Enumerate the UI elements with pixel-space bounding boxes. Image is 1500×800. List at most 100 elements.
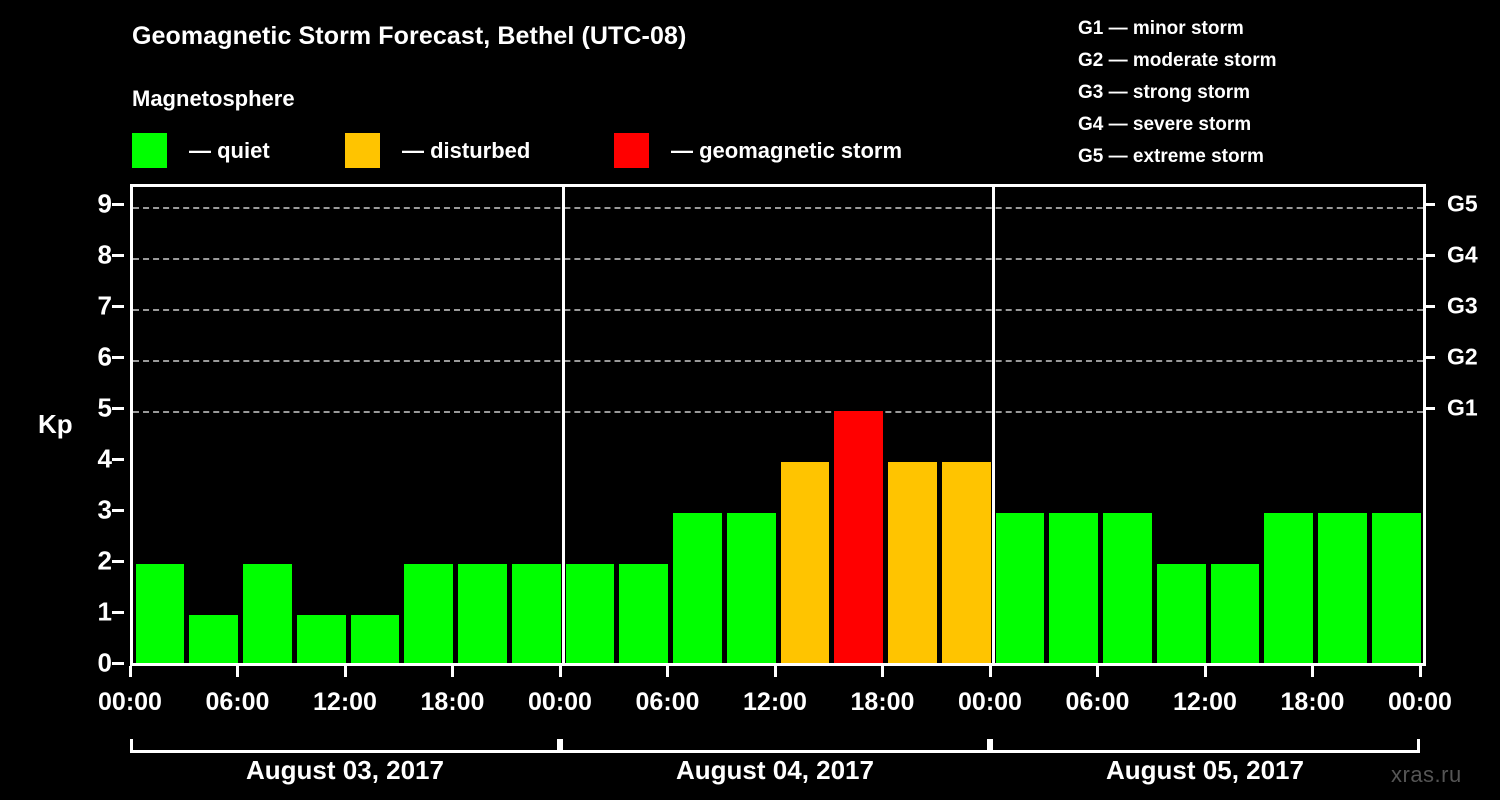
bar-kp-8 <box>565 564 615 666</box>
gridline-kp-9 <box>133 207 1423 210</box>
x-tick-mark-1 <box>236 666 239 677</box>
legend-item-label: — disturbed <box>402 138 531 163</box>
legend-item-0: — quiet <box>132 132 270 168</box>
right-tick-mark-g4 <box>1423 254 1435 258</box>
magnetosphere-label: Magnetosphere <box>132 86 295 111</box>
red-square-swatch <box>614 132 649 168</box>
right-tick-mark-g5 <box>1423 203 1435 207</box>
right-axis-label-g4: G4 <box>1447 241 1478 268</box>
right-tick-mark-g2 <box>1423 356 1435 360</box>
x-tick-mark-9 <box>1096 666 1099 677</box>
x-tick-label-7: 18:00 <box>850 688 915 716</box>
x-tick-label-8: 00:00 <box>958 688 1022 716</box>
y-tick-mark-1 <box>112 611 124 615</box>
bar-kp-17 <box>1049 513 1098 666</box>
bar-kp-1 <box>189 615 238 666</box>
y-tick-mark-8 <box>112 254 124 258</box>
x-tick-label-0: 00:00 <box>98 688 162 716</box>
bar-kp-0 <box>135 564 185 666</box>
watermark: xras.ru <box>1391 762 1462 787</box>
bar-kp-15 <box>941 462 991 666</box>
bar-kp-4 <box>350 615 400 666</box>
y-tick-mark-9 <box>112 203 124 207</box>
x-tick-mark-7 <box>881 666 884 677</box>
right-axis-label-g2: G2 <box>1447 343 1478 370</box>
x-tick-label-3: 18:00 <box>420 688 485 716</box>
gridline-kp-5 <box>133 411 1423 414</box>
bar-kp-11 <box>726 513 776 666</box>
legend-item-2: — geomagnetic storm <box>614 132 902 168</box>
day-separator-2 <box>991 187 995 666</box>
right-axis-label-g3: G3 <box>1447 292 1478 319</box>
y-tick-mark-7 <box>112 305 124 309</box>
x-tick-label-6: 12:00 <box>743 688 807 716</box>
bar-kp-23 <box>1371 513 1421 666</box>
y-tick-label-2: 2 <box>97 545 112 576</box>
gscale-row-g5: G5 — extreme storm <box>1078 145 1264 167</box>
y-tick-label-5: 5 <box>97 392 112 423</box>
day-separator-1 <box>561 187 565 666</box>
x-tick-label-10: 12:00 <box>1173 688 1237 716</box>
y-tick-mark-5 <box>112 407 124 411</box>
bar-kp-6 <box>458 564 507 666</box>
orange-square-swatch <box>345 132 380 168</box>
green-square-swatch <box>132 132 167 168</box>
x-axis-line <box>130 663 1423 666</box>
legend-item-1: — disturbed <box>345 132 530 168</box>
x-tick-label-2: 12:00 <box>313 688 377 716</box>
bar-kp-9 <box>619 564 668 666</box>
y-tick-label-4: 4 <box>97 443 112 474</box>
day-label-0: August 03, 2017 <box>246 755 444 785</box>
day-range-bar-0 <box>130 739 560 753</box>
bar-kp-2 <box>243 564 292 666</box>
bar-kp-19 <box>1156 564 1206 666</box>
bar-kp-22 <box>1318 513 1367 666</box>
legend-item-label: — quiet <box>189 138 270 163</box>
x-tick-mark-2 <box>343 666 347 677</box>
gscale-row-g3: G3 — strong storm <box>1078 81 1251 103</box>
bar-kp-16 <box>995 513 1045 666</box>
bar-kp-5 <box>404 564 453 666</box>
x-tick-mark-10 <box>1203 666 1207 677</box>
x-tick-mark-3 <box>451 666 454 677</box>
x-tick-label-1: 06:00 <box>205 688 270 716</box>
x-tick-label-11: 18:00 <box>1280 688 1345 716</box>
y-tick-label-8: 8 <box>97 239 112 270</box>
x-tick-label-12: 00:00 <box>1388 688 1452 716</box>
y-tick-label-6: 6 <box>97 341 112 372</box>
right-axis-label-g5: G5 <box>1447 190 1478 217</box>
x-tick-mark-12 <box>1418 666 1422 677</box>
bar-kp-18 <box>1103 513 1152 666</box>
y-axis-labels: 0 1 2 3 4 5 6 7 8 9 <box>78 184 124 678</box>
y-tick-mark-4 <box>112 458 124 462</box>
legend-item-label: — geomagnetic storm <box>671 138 903 163</box>
gscale-row-g4: G4 — severe storm <box>1078 113 1252 135</box>
plot-area <box>130 184 1426 666</box>
x-tick-label-9: 06:00 <box>1065 688 1130 716</box>
x-tick-mark-6 <box>773 666 777 677</box>
y-tick-mark-6 <box>112 356 124 360</box>
x-tick-mark-11 <box>1311 666 1314 677</box>
x-tick-mark-8 <box>988 666 992 677</box>
y-tick-label-7: 7 <box>97 290 112 321</box>
x-tick-mark-4 <box>558 666 562 677</box>
gridline-kp-7 <box>133 309 1423 312</box>
day-label-1: August 04, 2017 <box>676 755 874 785</box>
right-axis-label-g1: G1 <box>1447 394 1478 421</box>
y-tick-mark-3 <box>112 509 124 513</box>
y-tick-mark-2 <box>112 560 124 564</box>
bar-kp-12 <box>780 462 830 666</box>
bar-kp-14 <box>888 462 937 666</box>
gridline-kp-6 <box>133 360 1423 363</box>
y-tick-label-3: 3 <box>97 494 112 525</box>
y-axis-title: Kp <box>38 409 73 439</box>
gscale-row-g1: G1 — minor storm <box>1078 17 1244 39</box>
day-range-bar-1 <box>560 739 990 753</box>
bar-kp-20 <box>1210 564 1260 666</box>
bar-kp-10 <box>673 513 722 666</box>
y-tick-label-9: 9 <box>97 188 112 219</box>
g-scale-legend: G1 — minor storm G2 — moderate storm G3 — … <box>1078 12 1277 172</box>
y-tick-mark-0 <box>112 662 124 665</box>
day-range-bar-2 <box>990 739 1420 753</box>
y-tick-label-0: 0 <box>97 647 112 678</box>
